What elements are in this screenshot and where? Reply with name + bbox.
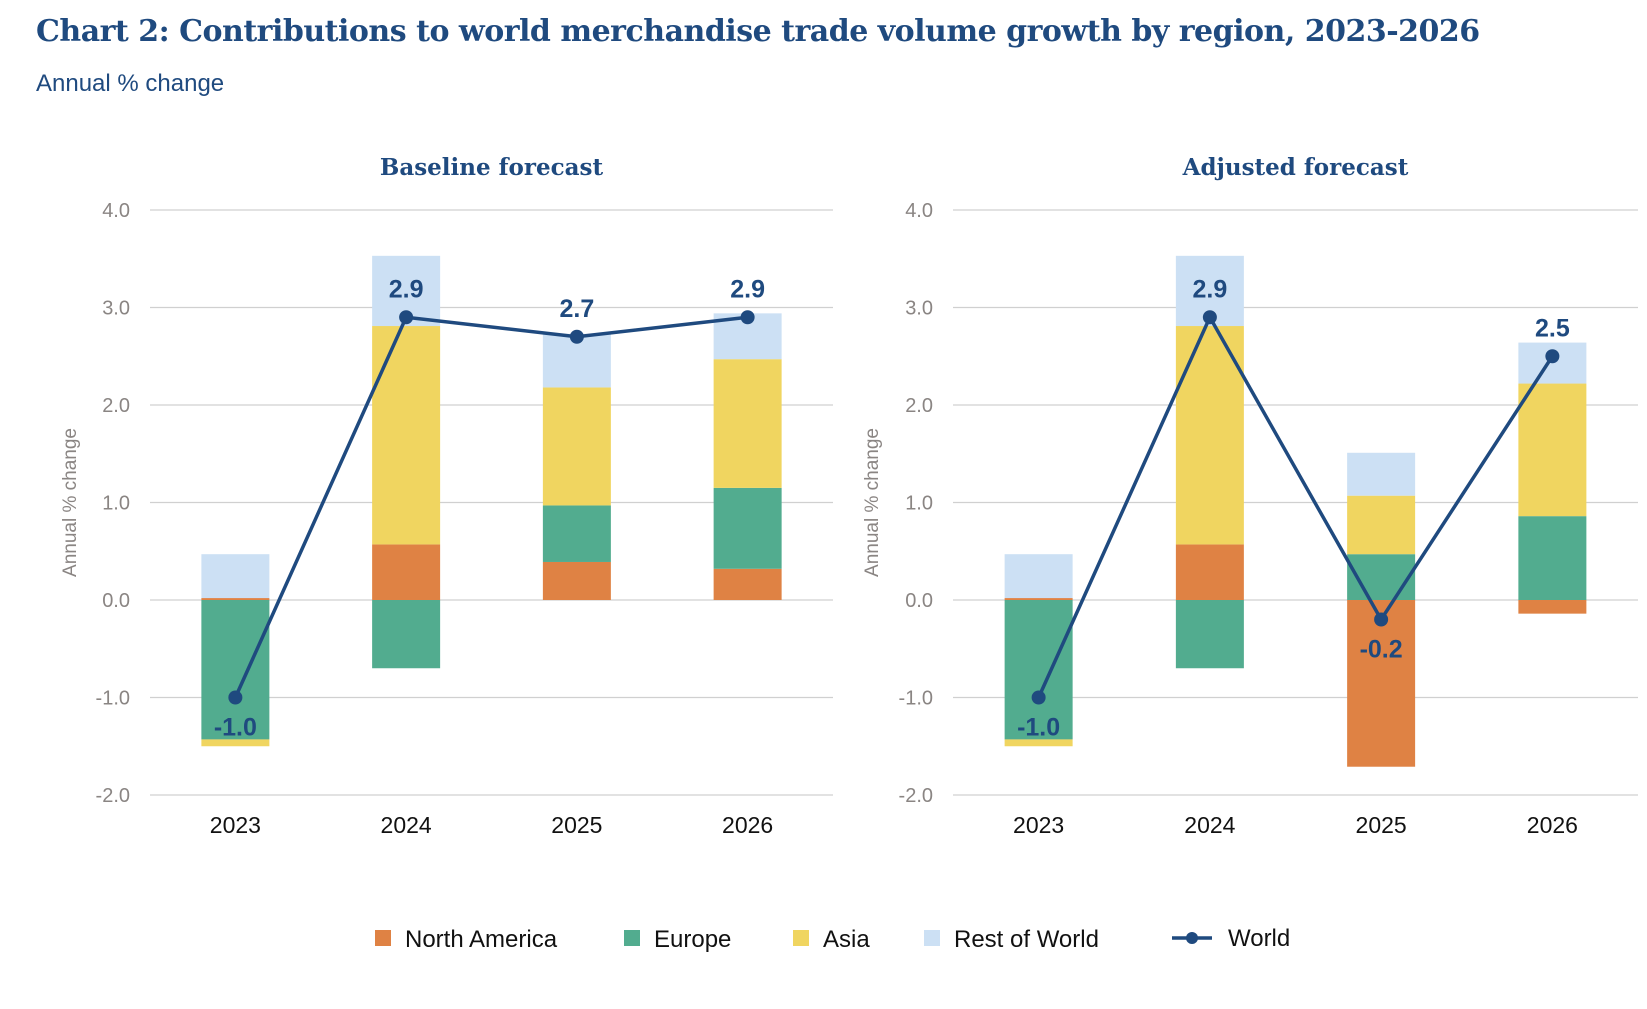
legend-label: Asia: [823, 926, 870, 953]
y-tick-label: 3.0: [905, 298, 933, 320]
bar-europe: [542, 505, 611, 562]
bar-asia: [1347, 495, 1416, 555]
y-tick-label: -2.0: [96, 785, 130, 807]
y-axis-label: Annual % change: [60, 428, 81, 577]
world-line: [233, 315, 748, 699]
data-label: 2.9: [730, 275, 765, 303]
y-tick-label: 4.0: [102, 200, 130, 222]
legend-swatch-icon: [375, 930, 391, 946]
x-tick-label: 2024: [1184, 812, 1235, 838]
y-tick-label: -1.0: [899, 688, 933, 710]
world-point: [1374, 612, 1389, 627]
chart-subtitle: Annual % change: [36, 70, 225, 97]
bar-north-america: [201, 598, 270, 600]
x-tick-label: 2024: [381, 812, 432, 838]
bar-north-america: [713, 568, 782, 600]
y-tick-label: -1.0: [96, 688, 130, 710]
bar-north-america: [1518, 600, 1587, 614]
y-tick-label: 0.0: [905, 590, 933, 612]
world-point: [740, 310, 755, 325]
world-point: [1031, 690, 1046, 705]
bar-rest-of-world: [201, 554, 270, 599]
bar-asia: [1518, 383, 1587, 517]
bar-europe: [201, 600, 270, 740]
data-label: 2.9: [1192, 275, 1227, 303]
y-tick-label: 2.0: [102, 395, 130, 417]
bar-europe: [1175, 600, 1244, 669]
y-tick-label: 3.0: [102, 298, 130, 320]
data-label: 2.9: [389, 275, 424, 303]
bar-europe: [713, 487, 782, 569]
y-axis-label: Annual % change: [862, 428, 883, 577]
data-label: 2.7: [559, 295, 594, 323]
world-line: [1037, 313, 1554, 699]
legend-swatch-icon: [793, 930, 809, 946]
world-point: [1545, 349, 1560, 364]
legend-label: Europe: [654, 926, 731, 953]
x-tick-label: 2023: [1013, 812, 1064, 838]
panel-title: Baseline forecast: [380, 154, 604, 181]
data-label: -0.2: [1360, 636, 1403, 664]
data-label: 2.5: [1535, 314, 1570, 342]
y-tick-label: -2.0: [899, 785, 933, 807]
bar-asia: [201, 739, 270, 747]
y-tick-label: 4.0: [905, 200, 933, 222]
legend-label: North America: [405, 926, 558, 953]
x-tick-label: 2026: [1527, 812, 1578, 838]
data-label: -1.0: [1017, 714, 1060, 742]
world-point: [569, 329, 584, 344]
bar-rest-of-world: [1347, 452, 1416, 496]
bar-asia: [1004, 739, 1073, 747]
bar-asia: [542, 387, 611, 506]
world-point: [399, 310, 414, 325]
bar-north-america: [1175, 544, 1244, 600]
bar-europe: [1518, 516, 1587, 600]
data-label: -1.0: [214, 714, 257, 742]
x-tick-label: 2026: [722, 812, 773, 838]
world-point: [1202, 310, 1217, 325]
bar-europe: [372, 600, 441, 669]
legend-swatch-icon: [624, 930, 640, 946]
x-tick-label: 2025: [1356, 812, 1407, 838]
world-point: [228, 690, 243, 705]
legend-label: Rest of World: [954, 926, 1099, 953]
y-tick-label: 0.0: [102, 590, 130, 612]
bar-north-america: [1004, 598, 1073, 600]
bar-asia: [1175, 326, 1244, 545]
bar-asia: [372, 326, 441, 545]
bar-asia: [713, 359, 782, 488]
bar-rest-of-world: [1004, 554, 1073, 599]
bar-north-america: [542, 561, 611, 600]
y-tick-label: 1.0: [905, 493, 933, 515]
legend-swatch-icon: [924, 930, 940, 946]
y-tick-label: 1.0: [102, 493, 130, 515]
legend-label: World: [1228, 925, 1290, 952]
bar-europe: [1004, 600, 1073, 740]
chart-title: Chart 2: Contributions to world merchand…: [36, 14, 1480, 49]
x-tick-label: 2025: [551, 812, 602, 838]
x-tick-label: 2023: [210, 812, 261, 838]
y-tick-label: 2.0: [905, 395, 933, 417]
legend-world-marker-icon: [1186, 932, 1198, 944]
panel-title: Adjusted forecast: [1182, 154, 1409, 181]
bar-north-america: [1347, 600, 1416, 767]
bar-north-america: [372, 544, 441, 600]
